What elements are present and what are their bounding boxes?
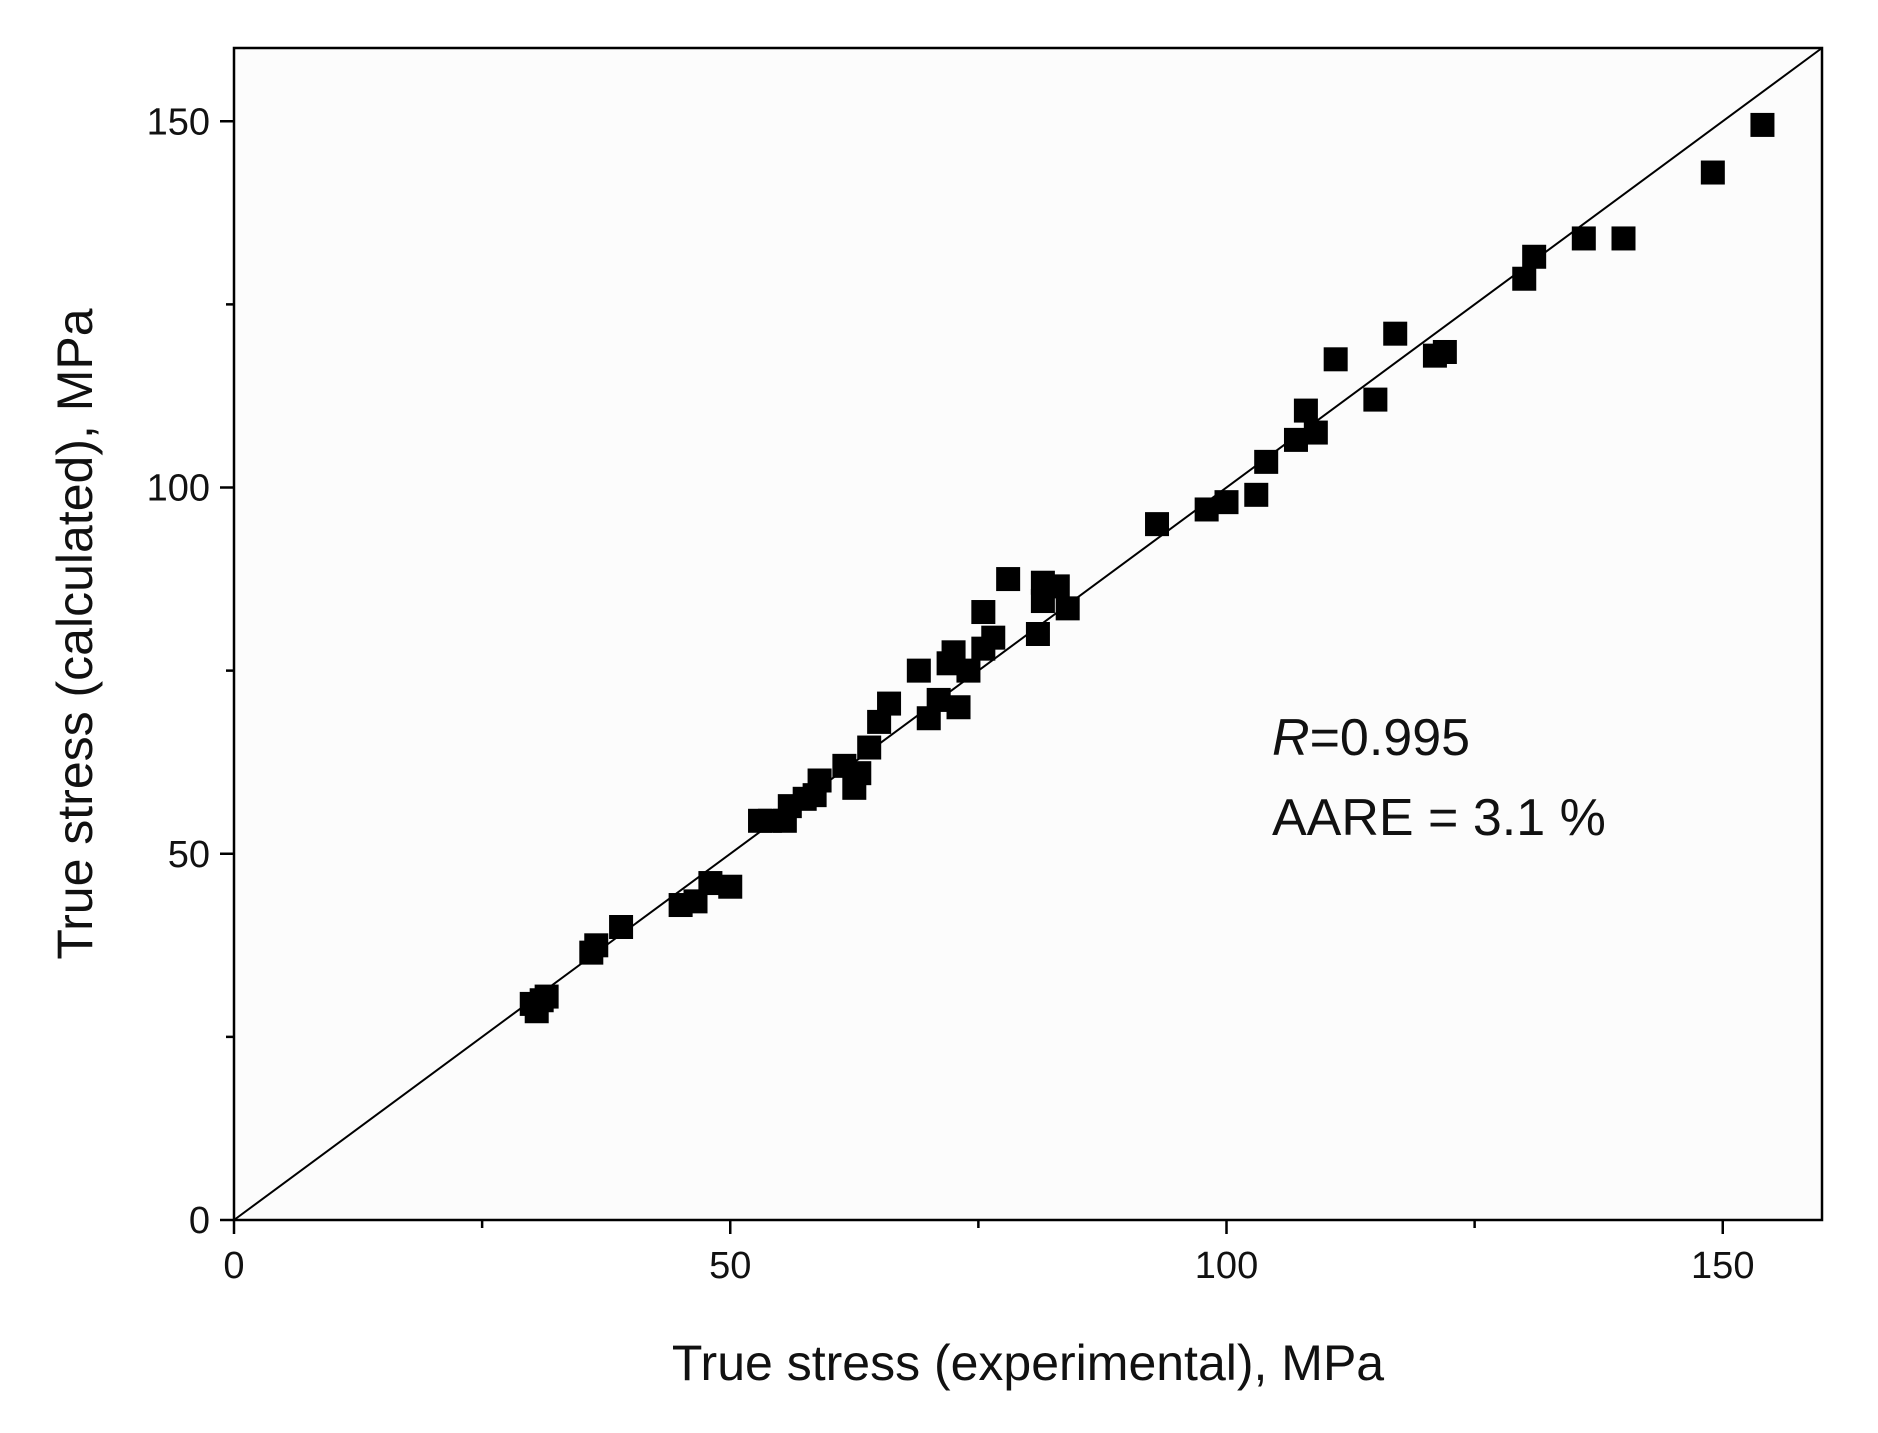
x-tick-label: 50	[709, 1245, 751, 1287]
data-point	[1194, 497, 1219, 522]
annotation-aare: AARE = 3.1 %	[1272, 789, 1606, 847]
data-point	[534, 984, 559, 1009]
data-point	[906, 658, 931, 683]
data-point	[718, 874, 743, 899]
x-tick-label: 100	[1195, 1245, 1258, 1287]
data-point	[1512, 266, 1537, 291]
data-markers	[519, 112, 1775, 1024]
data-point	[1303, 420, 1328, 445]
data-point	[857, 735, 882, 760]
data-point	[1363, 387, 1388, 412]
data-point	[807, 768, 832, 793]
data-point	[946, 695, 971, 720]
data-point	[584, 933, 609, 958]
annotation-r-symbol: R	[1272, 709, 1310, 767]
data-point	[1025, 622, 1050, 646]
x-tick-label: 0	[223, 1245, 244, 1287]
data-point	[1323, 347, 1348, 372]
data-point	[1244, 482, 1269, 507]
data-point	[1432, 339, 1457, 364]
plot-frame	[232, 46, 1824, 1222]
y-axis-tick-labels: 0 50 100 150	[147, 101, 210, 1242]
data-point	[1145, 512, 1170, 537]
y-tick-label: 50	[168, 834, 210, 876]
data-point	[1522, 244, 1547, 269]
data-point	[609, 915, 634, 939]
data-point	[971, 600, 996, 625]
x-axis-title: True stress (experimental), MPa	[672, 1335, 1384, 1391]
data-point	[1045, 574, 1070, 599]
data-point	[1383, 321, 1408, 346]
y-axis-title: True stress (calculated), MPa	[47, 308, 103, 959]
data-point	[847, 761, 872, 786]
x-axis-tick-labels: 0 50 100 150	[223, 1245, 1754, 1287]
annotation-r-number: =0.995	[1310, 709, 1471, 767]
data-point	[956, 658, 981, 683]
axis-ticks	[220, 120, 1724, 1234]
x-tick-label: 150	[1691, 1245, 1754, 1287]
data-point	[996, 567, 1021, 592]
data-point	[1750, 112, 1775, 137]
data-point	[1055, 596, 1080, 621]
data-point	[1700, 160, 1725, 185]
data-point	[1571, 226, 1596, 251]
data-point	[981, 625, 1006, 650]
annotation-r-value: R=0.995	[1272, 709, 1470, 767]
y-tick-label: 100	[147, 468, 210, 510]
data-point	[1214, 490, 1239, 515]
data-point	[1611, 226, 1636, 251]
data-point	[1254, 449, 1279, 474]
data-point	[877, 691, 902, 716]
data-point	[1293, 398, 1318, 423]
y-tick-label: 0	[189, 1200, 210, 1242]
y-tick-label: 150	[147, 101, 210, 143]
